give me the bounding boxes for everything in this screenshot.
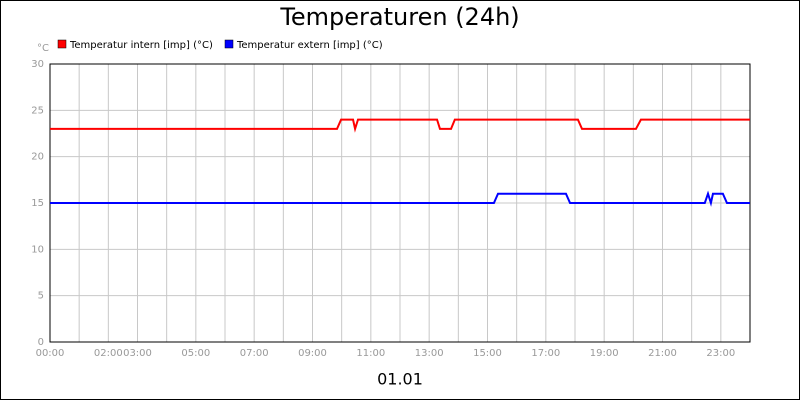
series-line (50, 190, 750, 207)
chart-title: Temperaturen (24h) (279, 3, 519, 31)
legend-label: Temperatur intern [imp] (°C) (69, 40, 213, 51)
x-tick-label: 00:00 (36, 348, 65, 359)
x-tick-label: 17:00 (531, 348, 560, 359)
y-tick-label: 20 (31, 152, 44, 163)
x-tick-label: 13:00 (415, 348, 444, 359)
legend-label: Temperatur extern [imp] (°C) (236, 40, 383, 51)
x-tick-label: 05:00 (181, 348, 210, 359)
y-tick-label: 25 (31, 105, 44, 116)
x-tick-label: 19:00 (590, 348, 619, 359)
x-tick-label: 03:00 (123, 348, 152, 359)
x-tick-label: 11:00 (356, 348, 385, 359)
x-tick-label: 09:00 (298, 348, 327, 359)
legend-swatch (57, 39, 67, 49)
y-tick-label: 10 (31, 244, 44, 255)
x-tick-label: 07:00 (240, 348, 269, 359)
y-tick-label: 5 (38, 291, 44, 302)
y-axis-label: °C (37, 43, 49, 54)
x-tick-label: 15:00 (473, 348, 502, 359)
x-axis-label: 01.01 (377, 370, 423, 389)
y-tick-label: 0 (38, 337, 44, 348)
x-tick-label: 23:00 (706, 348, 735, 359)
series-line (50, 118, 750, 133)
legend-swatch (224, 39, 234, 49)
y-tick-label: 30 (31, 59, 44, 70)
y-tick-label: 15 (31, 198, 44, 209)
x-tick-label: 02:00 (94, 348, 123, 359)
x-tick-label: 21:00 (648, 348, 677, 359)
